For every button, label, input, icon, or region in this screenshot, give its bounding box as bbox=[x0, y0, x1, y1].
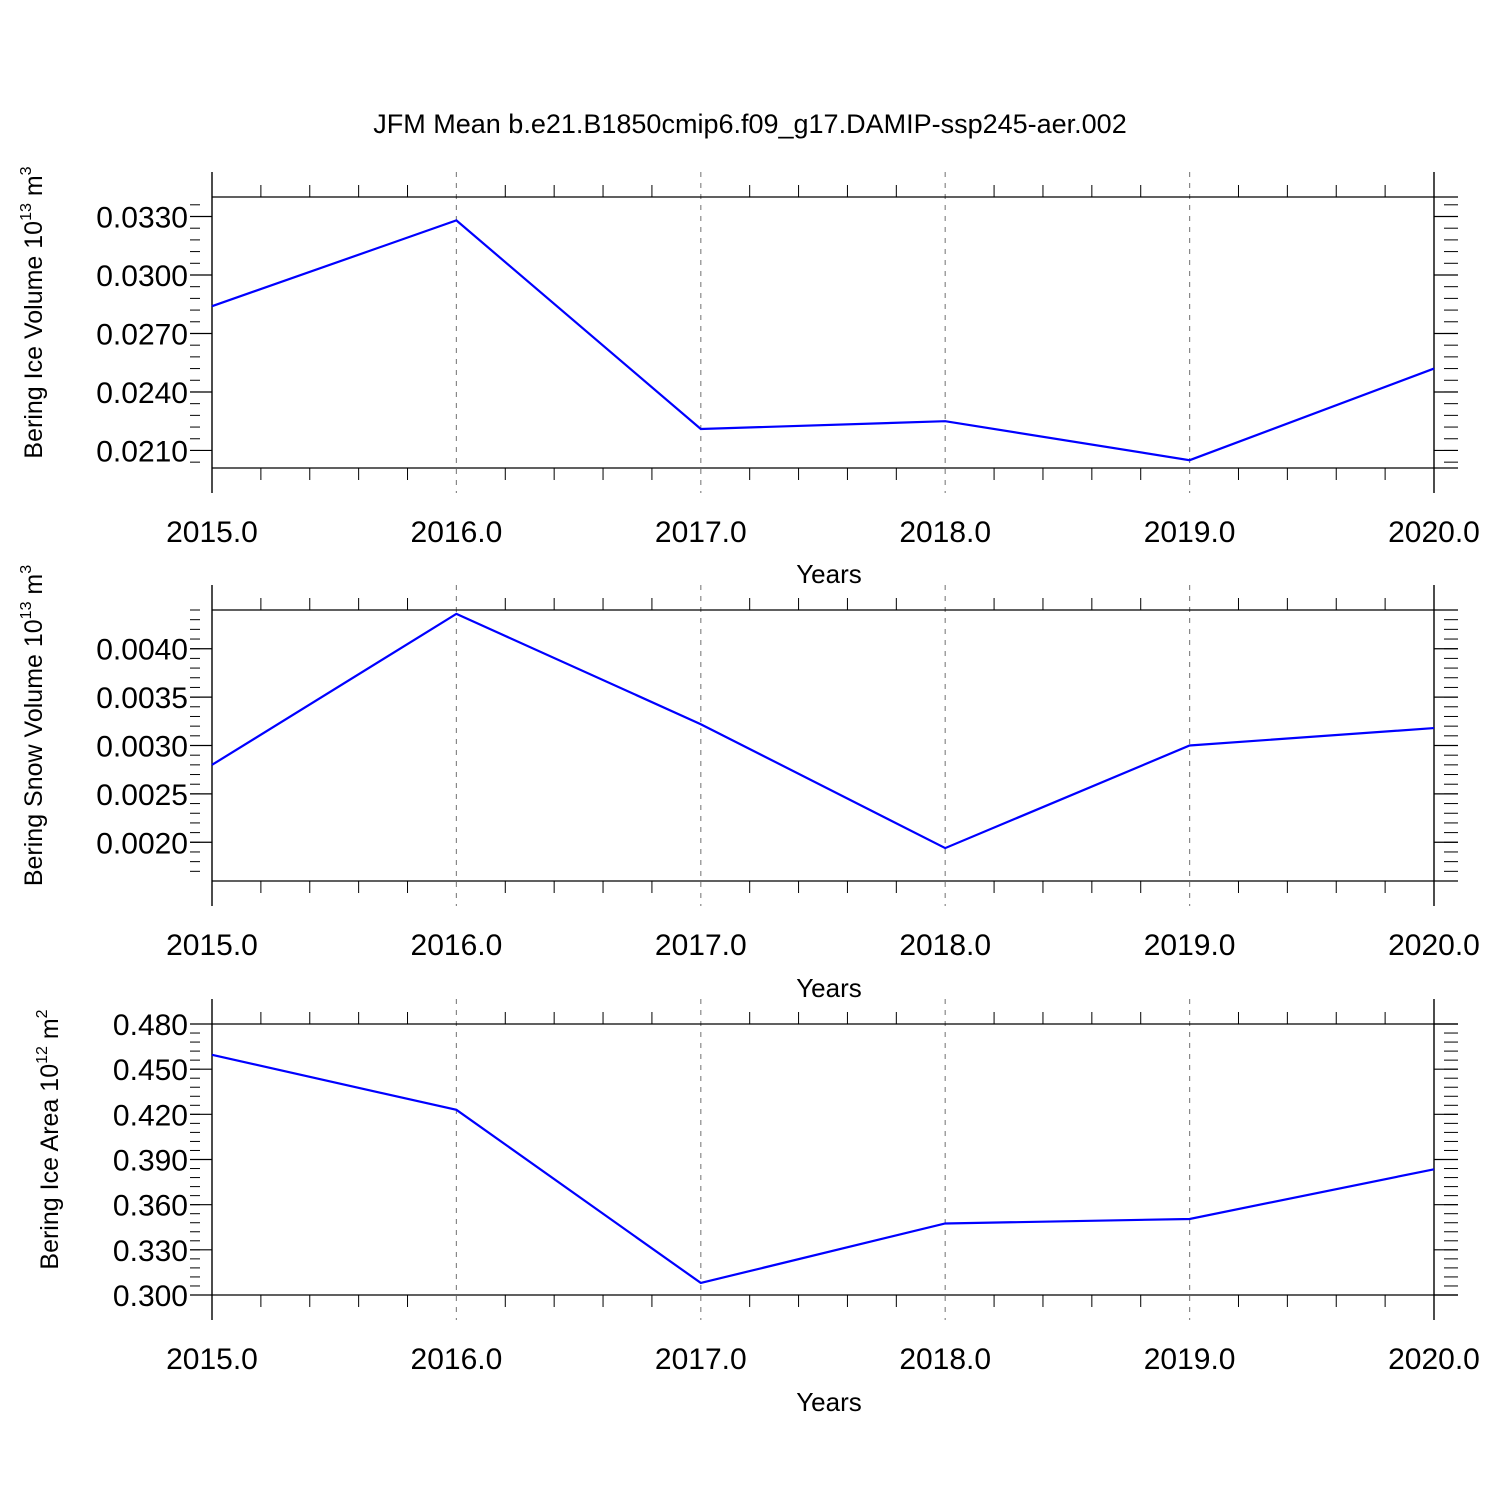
x-tick-label: 2016.0 bbox=[411, 1343, 503, 1376]
x-tick-label: 2015.0 bbox=[166, 1343, 258, 1376]
x-tick-label: 2018.0 bbox=[899, 929, 991, 962]
y-tick-label: 0.0020 bbox=[96, 827, 188, 860]
panel-3: 2015.0 2016.0 2017.0 2018.0 2019.0 2020.0 0.30… bbox=[34, 999, 1480, 1417]
x-tick-label: 2018.0 bbox=[899, 516, 991, 549]
y-axis-label: Bering Ice Area 1012 m2 bbox=[34, 1009, 64, 1269]
x-tick-label: 2020.0 bbox=[1388, 516, 1480, 549]
y-tick-label: 0.0210 bbox=[96, 435, 188, 468]
y-tick-label: 0.450 bbox=[113, 1054, 188, 1087]
x-tick-label: 2017.0 bbox=[655, 1343, 747, 1376]
x-tick-label: 2018.0 bbox=[899, 1343, 991, 1376]
y-tick-label: 0.0330 bbox=[96, 201, 188, 234]
series-line bbox=[211, 612, 1435, 850]
y-tick-label: 0.0025 bbox=[96, 779, 188, 812]
y-tick-label: 0.330 bbox=[113, 1235, 188, 1268]
x-tick-label: 2016.0 bbox=[411, 516, 503, 549]
panels: 2015.0 2016.0 2017.0 2018.0 2019.0 2020.0 0.02… bbox=[18, 166, 1480, 1417]
y-tick-label: 0.0240 bbox=[96, 377, 188, 410]
x-tick-label: 2017.0 bbox=[655, 516, 747, 549]
y-tick-label: 0.0030 bbox=[96, 731, 188, 764]
y-tick-label: 0.420 bbox=[113, 1099, 188, 1132]
x-axis-label: Years bbox=[796, 973, 862, 1003]
x-tick-label: 2017.0 bbox=[655, 929, 747, 962]
y-axis-label: Bering Ice Volume 1013 m3 bbox=[18, 166, 48, 458]
y-tick-label: 0.360 bbox=[113, 1190, 188, 1223]
y-tick-label: 0.480 bbox=[113, 1009, 188, 1042]
x-tick-label: 2015.0 bbox=[166, 516, 258, 549]
y-tick-label: 0.0040 bbox=[96, 634, 188, 667]
x-tick-label: 2019.0 bbox=[1144, 929, 1236, 962]
y-tick-label: 0.0300 bbox=[96, 260, 188, 293]
y-tick-label: 0.300 bbox=[113, 1280, 188, 1313]
panel-1: 2015.0 2016.0 2017.0 2018.0 2019.0 2020.0 0.02… bbox=[18, 166, 1480, 589]
y-tick-label: 0.0270 bbox=[96, 318, 188, 351]
panel-2: 2015.0 2016.0 2017.0 2018.0 2019.0 2020.0 0.00… bbox=[18, 565, 1480, 1003]
y-tick-label: 0.0035 bbox=[96, 682, 188, 715]
x-tick-label: 2015.0 bbox=[166, 929, 258, 962]
x-tick-label: 2020.0 bbox=[1388, 929, 1480, 962]
chart-title: JFM Mean b.e21.B1850cmip6.f09_g17.DAMIP-… bbox=[373, 109, 1126, 139]
series-line bbox=[211, 219, 1435, 462]
x-tick-label: 2019.0 bbox=[1144, 516, 1236, 549]
x-tick-label: 2019.0 bbox=[1144, 1343, 1236, 1376]
y-tick-label: 0.390 bbox=[113, 1145, 188, 1178]
x-axis-label: Years bbox=[796, 559, 862, 589]
y-axis-label: Bering Snow Volume 1013 m3 bbox=[18, 565, 48, 886]
x-axis-label: Years bbox=[796, 1387, 862, 1417]
x-tick-label: 2020.0 bbox=[1388, 1343, 1480, 1376]
series-line bbox=[211, 1053, 1435, 1285]
x-tick-label: 2016.0 bbox=[411, 929, 503, 962]
